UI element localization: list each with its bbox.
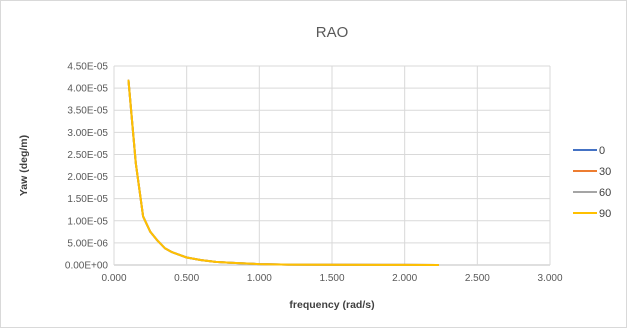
x-tick-label: 0.000 [101, 273, 126, 284]
x-axis-title: frequency (rad/s) [289, 299, 374, 311]
gridlines [113, 65, 551, 266]
y-axis-title: Yaw (deg/m) [18, 135, 30, 196]
series-lines [127, 79, 440, 266]
y-tick-label: 4.00E-05 [67, 84, 108, 95]
x-tick-label: 2.000 [392, 273, 417, 284]
legend-label-60: 60 [599, 187, 611, 199]
x-tick-label: 0.500 [174, 273, 199, 284]
x-tick-label: 1.500 [319, 273, 344, 284]
y-tick-label: 3.00E-05 [67, 128, 108, 139]
y-tick-label: 5.00E-06 [67, 238, 108, 249]
series-line-90 [127, 79, 440, 266]
y-tick-label: 2.50E-05 [67, 150, 108, 161]
legend-label-0: 0 [599, 145, 605, 157]
legend: 0 30 60 90 [573, 145, 611, 220]
y-tick-label: 2.00E-05 [67, 172, 108, 183]
chart-title: RAO [316, 24, 349, 41]
x-tick-label: 2.500 [465, 273, 490, 284]
y-tick-label: 1.50E-05 [67, 194, 108, 205]
y-tick-label: 1.00E-05 [67, 216, 108, 227]
series-line-0 [127, 79, 440, 266]
x-tick-label: 1.000 [247, 273, 272, 284]
y-tick-label: 0.00E+00 [65, 261, 109, 272]
series-line-30 [127, 79, 440, 266]
y-tick-label: 4.50E-05 [67, 62, 108, 73]
legend-label-30: 30 [599, 166, 611, 178]
legend-label-90: 90 [599, 208, 611, 220]
y-tick-label: 3.50E-05 [67, 106, 108, 117]
axes: 0.00E+00 5.00E-06 1.00E-05 1.50E-05 2.00E-05… [65, 62, 563, 285]
x-tick-label: 3.000 [537, 273, 562, 284]
series-line-60 [127, 79, 440, 266]
